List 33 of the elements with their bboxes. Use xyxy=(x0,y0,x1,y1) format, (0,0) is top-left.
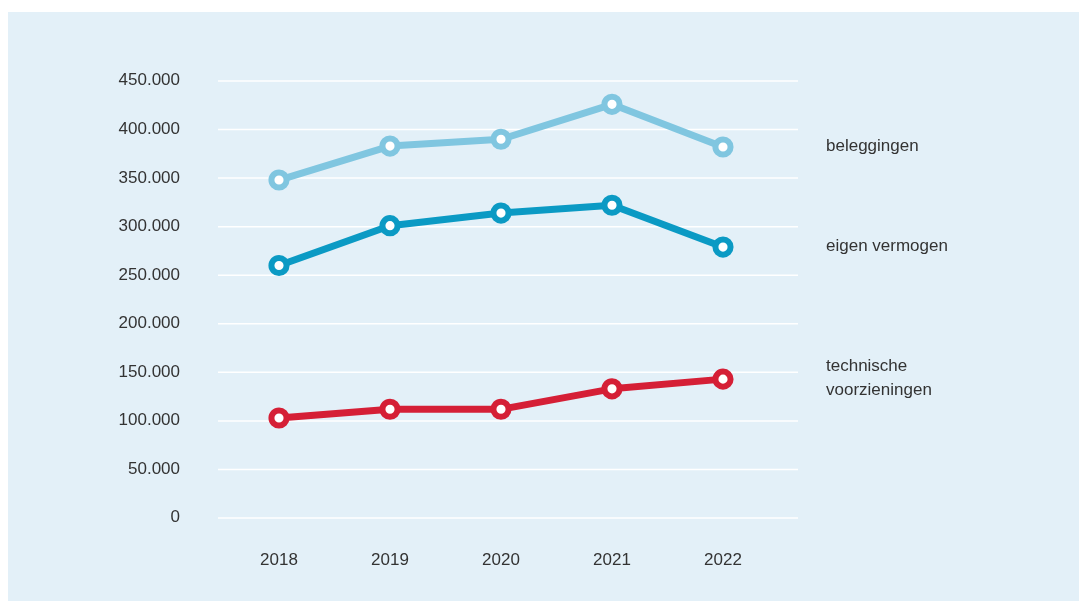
point xyxy=(712,368,734,390)
y-tick-label: 400.000 xyxy=(118,119,180,139)
x-tick-label: 2018 xyxy=(260,550,298,569)
point xyxy=(268,169,290,191)
point xyxy=(490,398,512,420)
point xyxy=(379,398,401,420)
y-tick-label: 0 xyxy=(170,507,180,527)
point xyxy=(379,215,401,237)
y-tick-label: 250.000 xyxy=(118,264,180,284)
text: technische voorzieningen xyxy=(826,356,932,400)
x-tick-label: 2022 xyxy=(704,550,742,569)
point xyxy=(490,128,512,150)
point xyxy=(601,378,623,400)
y-tick-label: 450.000 xyxy=(118,70,180,90)
point xyxy=(268,407,290,429)
y-tick-label: 50.000 xyxy=(128,458,180,478)
y-tick-label: 150.000 xyxy=(118,361,180,381)
text: beleggingen xyxy=(826,136,919,156)
x-tick-label: 2020 xyxy=(482,550,520,569)
y-tick-label: 100.000 xyxy=(118,410,180,430)
point xyxy=(268,254,290,277)
point xyxy=(490,202,512,224)
y-tick-label: 200.000 xyxy=(118,313,180,333)
x-tick-label: 2021 xyxy=(593,550,631,569)
point xyxy=(601,194,623,216)
y-tick-label: 300.000 xyxy=(118,216,180,236)
x-tick-label: 2019 xyxy=(371,550,409,569)
text: eigen vermogen xyxy=(826,236,948,256)
point xyxy=(379,135,401,157)
point xyxy=(712,236,734,258)
point xyxy=(601,93,623,115)
point xyxy=(712,136,734,158)
y-tick-label: 350.000 xyxy=(118,167,180,187)
